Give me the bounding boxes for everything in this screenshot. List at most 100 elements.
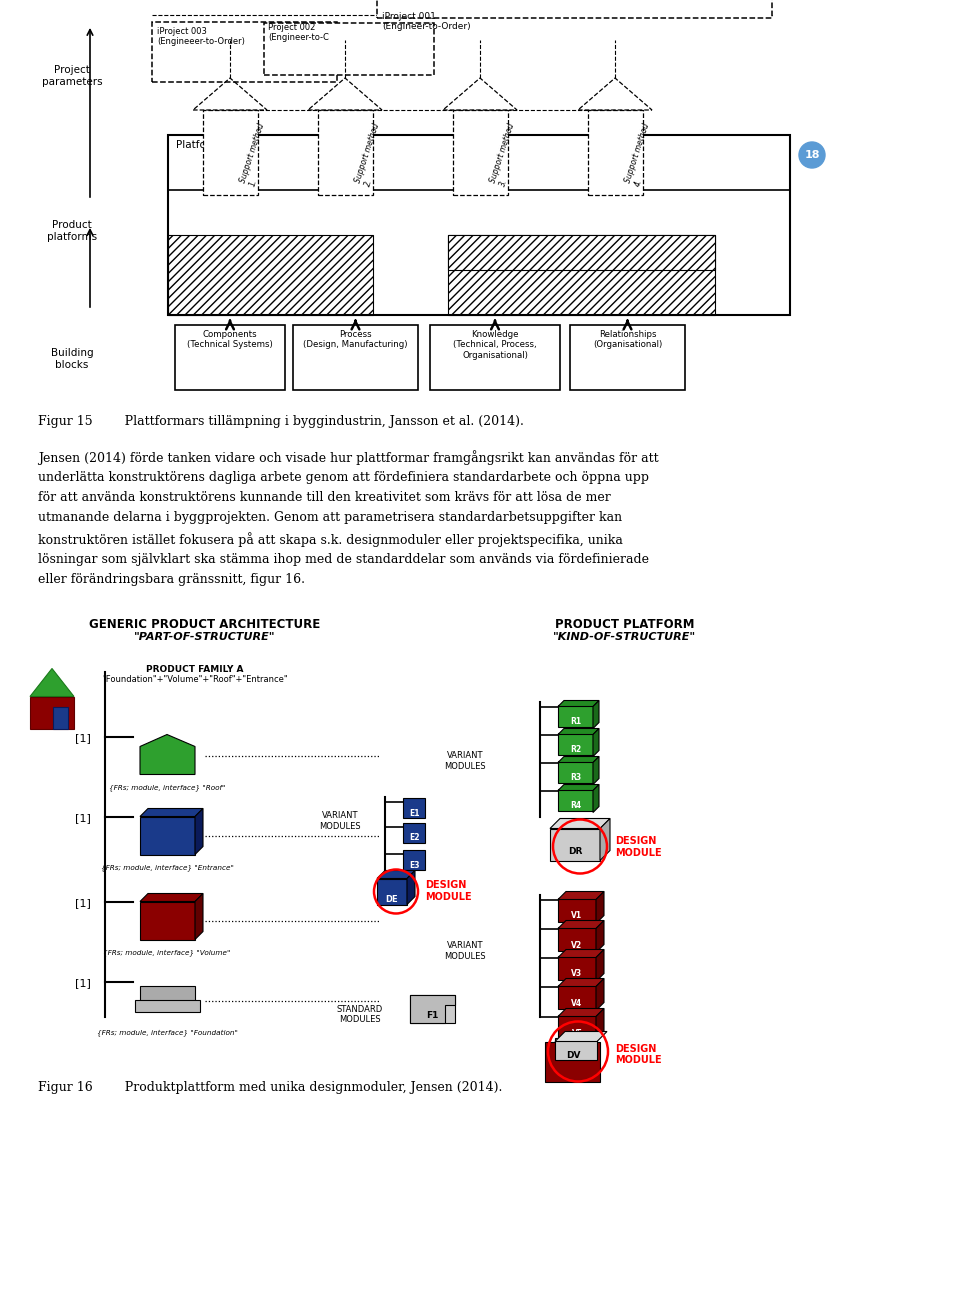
Text: VARIANT
MODULES: VARIANT MODULES [444,941,486,961]
Bar [203,110,258,195]
Bar [377,878,407,905]
Text: E3: E3 [409,861,420,869]
Bar [168,134,790,190]
Bar [135,999,200,1011]
Polygon shape [593,756,599,785]
Bar [558,705,593,727]
Text: Relationships
(Organisational): Relationships (Organisational) [593,330,662,349]
Text: [1]: [1] [75,813,91,824]
Text: E2: E2 [409,834,420,843]
Bar [168,134,790,315]
Text: DESIGN
MODULE: DESIGN MODULE [615,837,661,859]
Polygon shape [550,818,610,829]
Text: DE: DE [386,895,398,904]
Text: DV: DV [565,1051,580,1060]
Polygon shape [195,893,203,940]
Text: underlätta konstruktörens dagliga arbete genom att fördefiniera standardarbete o: underlätta konstruktörens dagliga arbete… [38,471,649,484]
Polygon shape [596,1009,604,1041]
Bar [570,325,685,390]
Text: Support method
2.: Support method 2. [353,123,391,187]
Polygon shape [30,668,74,697]
Text: konstruktören istället fokusera på att skapa s.k. designmoduler eller projektspe: konstruktören istället fokusera på att s… [38,531,623,547]
Bar [152,22,337,81]
Text: E1: E1 [409,808,420,817]
Bar [30,697,74,728]
Bar [403,798,425,817]
Bar [558,956,596,980]
Polygon shape [377,870,415,878]
Text: Platform: Platform [176,140,220,150]
Text: V2: V2 [571,940,583,949]
Bar [140,985,195,1003]
Text: {FRs; module, interface} "Entrance": {FRs; module, interface} "Entrance" [101,865,233,871]
Polygon shape [596,949,604,981]
Text: Components
(Technical Systems): Components (Technical Systems) [187,330,273,349]
Bar [264,23,434,75]
Polygon shape [558,979,604,987]
Text: DESIGN
MODULE: DESIGN MODULE [425,881,471,903]
Text: Knowledge
(Technical, Process,
Organisational): Knowledge (Technical, Process, Organisat… [453,330,537,359]
Text: V4: V4 [571,998,583,1007]
Bar [550,829,600,861]
Bar [168,235,373,315]
Text: eller förändringsbara gränssnitt, figur 16.: eller förändringsbara gränssnitt, figur … [38,573,305,586]
Polygon shape [558,701,599,706]
Polygon shape [555,1032,607,1041]
Polygon shape [407,870,415,905]
Text: lösningar som självklart ska stämma ihop med de standarddelar som används via fö: lösningar som självklart ska stämma ihop… [38,552,649,565]
Bar [430,325,560,390]
Bar [403,822,425,843]
Text: Support method
1.: Support method 1. [238,123,276,187]
Text: DR: DR [567,847,582,856]
Text: {FRs; module, interface} "Volume": {FRs; module, interface} "Volume" [104,949,230,957]
Text: Figur 15        Plattformars tillämpning i byggindustrin, Jansson et al. (2014).: Figur 15 Plattformars tillämpning i bygg… [38,415,524,428]
Bar [588,110,643,195]
Text: Project 002
(Engineer-to-C: Project 002 (Engineer-to-C [268,23,329,43]
Text: "PART-OF-STRUCTURE": "PART-OF-STRUCTURE" [134,632,276,643]
Polygon shape [558,891,604,900]
Bar [558,733,593,755]
Text: {FRs; module, interface} "Foundation": {FRs; module, interface} "Foundation" [97,1029,237,1037]
Text: V5: V5 [571,1028,583,1037]
Polygon shape [593,785,599,812]
Text: Project
parameters: Project parameters [41,65,103,87]
Text: DESIGN
MODULE: DESIGN MODULE [615,1043,661,1065]
Bar [140,901,195,940]
Text: utmanande delarna i byggprojekten. Genom att parametrisera standardarbetsuppgift: utmanande delarna i byggprojekten. Genom… [38,512,622,525]
Bar [558,789,593,811]
Bar [53,706,68,728]
Bar [377,0,772,18]
Text: "KIND-OF-STRUCTURE": "KIND-OF-STRUCTURE" [553,632,697,643]
Bar [448,235,715,270]
Bar [448,235,715,315]
Polygon shape [558,728,599,734]
Polygon shape [558,756,599,763]
Text: Process
(Design, Manufacturing): Process (Design, Manufacturing) [303,330,408,349]
Text: [1]: [1] [75,899,91,909]
Circle shape [799,142,825,168]
Polygon shape [410,994,455,1023]
Bar [558,984,596,1009]
Bar [558,760,593,782]
Text: Figur 16        Produktplattform med unika designmoduler, Jensen (2014).: Figur 16 Produktplattform med unika desi… [38,1081,502,1094]
Polygon shape [140,808,203,816]
Text: F1: F1 [426,1011,438,1019]
Polygon shape [596,891,604,923]
Text: Jensen (2014) förde tanken vidare och visade hur plattformar framgångsrikt kan a: Jensen (2014) förde tanken vidare och vi… [38,450,659,465]
Bar [410,994,455,1023]
Bar [293,325,418,390]
Text: GENERIC PRODUCT ARCHITECTURE: GENERIC PRODUCT ARCHITECTURE [89,618,321,631]
Text: PRODUCT FAMILY A: PRODUCT FAMILY A [146,665,244,674]
Bar [558,897,596,922]
Text: [1]: [1] [75,979,91,989]
Text: R1: R1 [570,716,582,725]
Bar [555,1037,597,1059]
Text: iProject 003
(Engineeer-to-Order): iProject 003 (Engineeer-to-Order) [157,27,245,47]
Bar [453,110,508,195]
Text: R2: R2 [570,745,582,754]
Text: V3: V3 [571,970,583,979]
Bar [558,1015,596,1038]
Text: Support method
4.: Support method 4. [623,123,660,187]
Text: "Foundation"+"Volume"+"Roof"+"Entrance": "Foundation"+"Volume"+"Roof"+"Entrance" [102,675,288,684]
Text: STANDARD
MODULES: STANDARD MODULES [337,1005,383,1024]
